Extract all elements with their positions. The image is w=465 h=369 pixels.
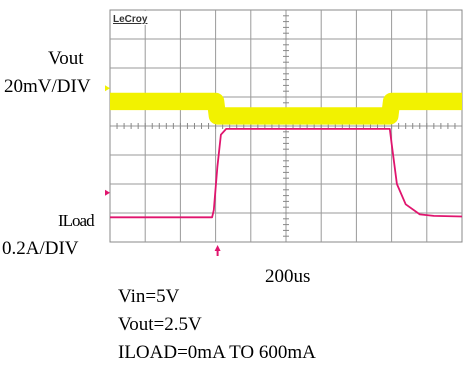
iload-scale-label: 0.2A/DIV — [2, 238, 79, 259]
markers — [105, 85, 221, 256]
condition-vin: Vin=5V — [118, 286, 180, 307]
trace-vout — [110, 92, 462, 125]
brand-logo: LeCroy — [113, 14, 148, 25]
condition-iload: ILOAD=0mA TO 600mA — [118, 342, 316, 363]
trace-iload — [110, 128, 463, 219]
iload-level-marker — [105, 189, 110, 196]
condition-vout: Vout=2.5V — [118, 314, 202, 335]
iload-channel-label: ILoad — [58, 211, 95, 230]
brand-box — [111, 11, 151, 25]
timebase-label: 200us — [265, 266, 311, 287]
vout-level-marker — [105, 85, 110, 92]
traces — [110, 92, 463, 219]
trigger-marker — [214, 245, 221, 251]
vout-scale-label: 20mV/DIV — [4, 76, 91, 97]
vout-channel-label: Vout — [48, 48, 84, 69]
